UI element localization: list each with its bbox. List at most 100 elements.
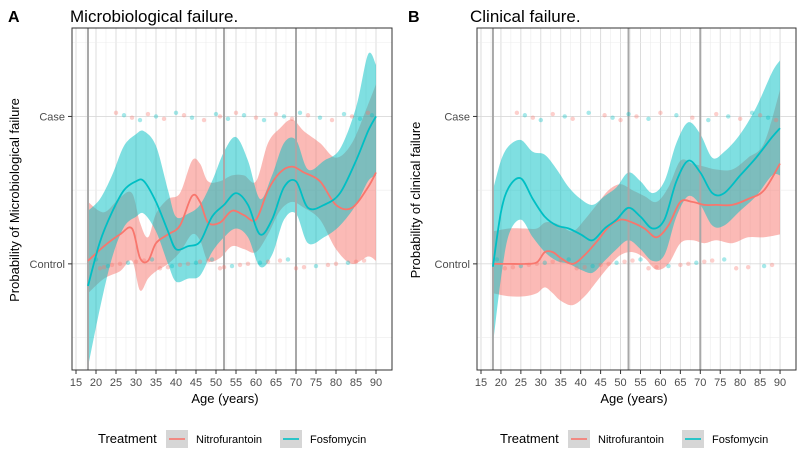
case-point — [129, 115, 135, 120]
case-point — [562, 114, 567, 119]
case-point — [737, 116, 743, 122]
control-point — [638, 257, 643, 262]
line-fosfomycin — [87, 115, 377, 287]
x-tick-label: 85 — [350, 377, 362, 389]
case-point — [341, 111, 347, 117]
line-nitrofurantoin — [87, 165, 377, 264]
case-point — [145, 111, 151, 117]
line-nitrofurantoin — [492, 163, 781, 265]
case-point — [610, 115, 615, 120]
x-tick-label: 65 — [674, 377, 686, 389]
x-tick-label: 35 — [555, 377, 567, 389]
control-point — [590, 263, 595, 269]
x-tick-label: 30 — [535, 377, 547, 389]
case-point — [674, 113, 679, 118]
x-tick-label: 50 — [614, 377, 626, 389]
x-tick-label: 90 — [774, 377, 786, 389]
panel-label-a: A — [8, 9, 20, 26]
control-point — [105, 263, 111, 269]
x-tick-label: 85 — [754, 377, 766, 389]
plot-border — [476, 27, 797, 371]
control-point — [221, 264, 227, 270]
control-point — [157, 266, 163, 271]
control-point — [678, 262, 683, 268]
control-point — [582, 264, 587, 270]
x-tick-label: 15 — [70, 377, 82, 389]
case-point — [514, 110, 520, 116]
control-point — [361, 258, 367, 263]
control-point — [694, 260, 699, 265]
case-point — [161, 116, 167, 122]
panel-b-ylabel: Probability of clinical failure — [408, 122, 423, 279]
x-tick-label: 25 — [515, 377, 527, 389]
control-point — [518, 263, 524, 269]
legend-b-label-fosfomycin: Fosfomycin — [712, 434, 768, 446]
case-point — [714, 111, 719, 117]
control-point — [277, 258, 283, 263]
control-point — [566, 257, 571, 262]
control-point — [606, 261, 611, 267]
control-point — [510, 264, 516, 270]
control-point — [769, 262, 775, 268]
x-tick-label: 45 — [594, 377, 606, 389]
case-point — [690, 115, 695, 120]
case-point — [626, 111, 631, 117]
case-point — [153, 114, 159, 119]
control-point — [710, 258, 715, 263]
control-point — [101, 264, 107, 270]
x-tick-label: 25 — [110, 377, 122, 389]
control-point — [686, 261, 691, 267]
case-point — [765, 115, 771, 120]
x-tick-label: 40 — [170, 377, 182, 389]
control-point — [666, 263, 671, 269]
jitter-points — [93, 110, 375, 271]
x-tick-label: 55 — [634, 377, 646, 389]
control-point — [165, 264, 171, 270]
legend-a-title: Treatment — [98, 431, 157, 446]
panel-a-plot — [71, 27, 393, 371]
control-point — [109, 262, 115, 268]
legend-a-label-nitrofurantoin: Nitrofurantoin — [196, 434, 262, 446]
case-point — [773, 117, 779, 123]
case-point — [225, 116, 231, 122]
case-point — [602, 113, 607, 118]
control-point — [630, 258, 635, 263]
x-tick-label: 60 — [250, 377, 262, 389]
case-point — [253, 115, 259, 120]
x-tick-label: 15 — [475, 377, 487, 389]
legend-b-title: Treatment — [500, 431, 559, 446]
case-point — [706, 117, 711, 123]
panel-b-xlabel: Age (years) — [600, 391, 667, 406]
case-point — [369, 113, 375, 118]
panel-a-title: Microbiological failure. — [70, 7, 238, 26]
control-point — [550, 259, 555, 264]
control-point — [502, 266, 508, 271]
legend-b: Treatment Nitrofurantoin Fosfomycin — [500, 430, 768, 448]
control-point — [722, 257, 727, 262]
control-point — [149, 257, 155, 262]
control-point — [245, 261, 251, 267]
case-point — [329, 117, 335, 123]
case-point — [317, 115, 323, 120]
control-point — [313, 263, 319, 269]
case-point — [349, 114, 355, 119]
case-point — [646, 116, 651, 122]
case-point — [113, 110, 119, 116]
y-tick-label: Control — [30, 259, 65, 271]
panel-label-b: B — [408, 9, 420, 26]
case-point — [137, 117, 143, 123]
case-point — [522, 113, 528, 118]
control-point — [333, 261, 339, 267]
control-point — [217, 266, 223, 271]
case-point — [189, 115, 195, 120]
x-tick-label: 20 — [90, 377, 102, 389]
case-point — [357, 116, 363, 122]
jitter-points — [494, 110, 779, 271]
control-point — [169, 263, 175, 269]
y-tick-label: Case — [39, 111, 65, 123]
control-point — [229, 263, 235, 269]
case-point — [570, 116, 575, 122]
control-point — [733, 266, 739, 271]
plot-border — [71, 27, 393, 371]
